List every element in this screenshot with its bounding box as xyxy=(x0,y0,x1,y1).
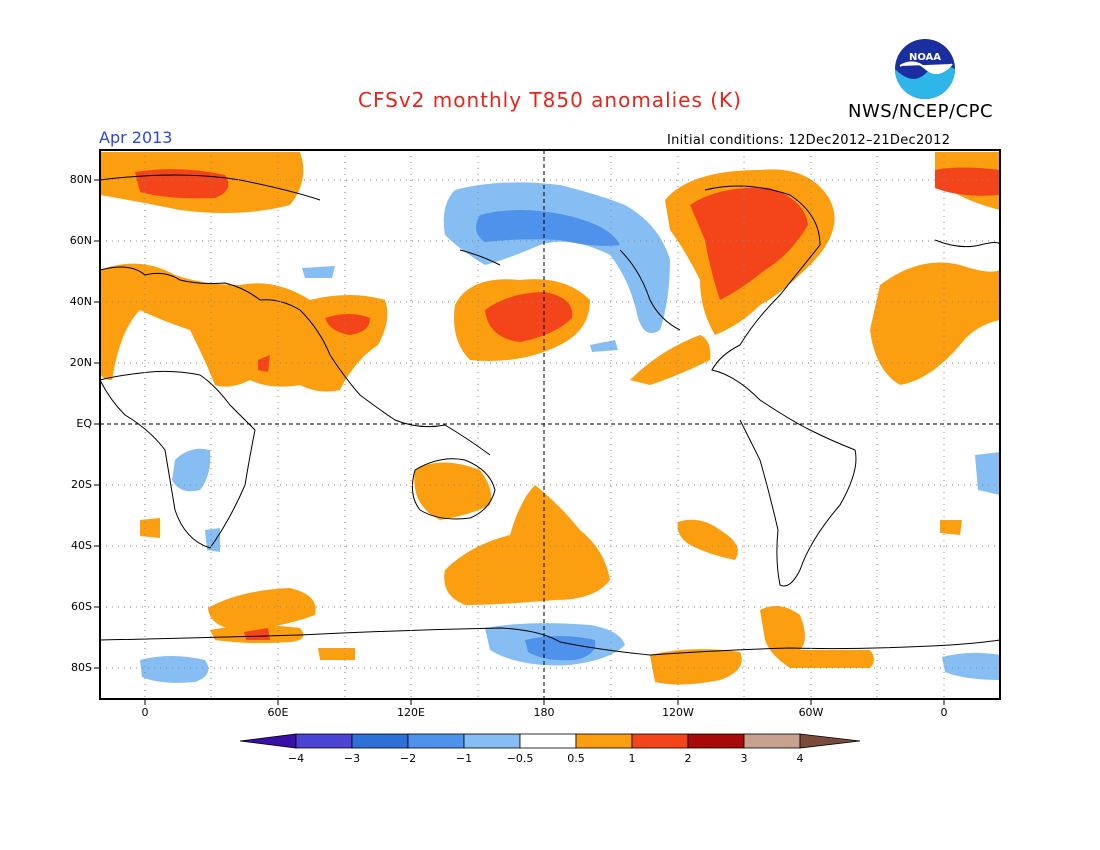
warm-anomaly-regions xyxy=(100,152,1000,685)
tick-marks xyxy=(94,179,945,705)
colorbar-cell-2 xyxy=(351,733,409,749)
colorbar-cell-gt-4 xyxy=(799,733,861,749)
agency-label: NWS/NCEP/CPC xyxy=(848,101,994,122)
lat-label: 40S xyxy=(71,539,92,552)
lat-label: 20S xyxy=(71,478,92,491)
forecast-period: Apr 2013 xyxy=(99,128,173,147)
equator-dateline xyxy=(100,150,1000,699)
strong-warm-regions xyxy=(135,167,1000,640)
colorbar-cell-3 xyxy=(407,733,465,749)
lon-label: 120E xyxy=(397,706,425,719)
colorbar-label: 4 xyxy=(796,752,804,765)
lon-label: 180 xyxy=(533,706,555,719)
lon-label: 120W xyxy=(662,706,694,719)
lon-label: 60E xyxy=(267,706,289,719)
colorbar-label: −1 xyxy=(455,752,473,765)
lat-label: 20N xyxy=(69,356,92,369)
lat-label: EQ xyxy=(76,417,92,430)
lat-label: 60S xyxy=(71,600,92,613)
colorbar xyxy=(239,733,861,749)
lat-label: 60N xyxy=(69,234,92,247)
colorbar-cell-9 xyxy=(743,733,801,749)
colorbar-label: −2 xyxy=(399,752,417,765)
map-field xyxy=(100,150,1000,699)
lon-label: 60W xyxy=(798,706,824,719)
graticule xyxy=(100,150,1000,699)
lat-label: 80N xyxy=(69,173,92,186)
colorbar-label: −0.5 xyxy=(506,752,534,765)
colorbar-cell-7 xyxy=(631,733,689,749)
colorbar-label: −4 xyxy=(287,752,305,765)
noaa-logo: NOAA xyxy=(894,38,956,104)
colorbar-cell-4 xyxy=(463,733,521,749)
colorbar-label: 3 xyxy=(740,752,748,765)
strong-cool-regions xyxy=(476,210,620,661)
lon-label: 0 xyxy=(141,706,149,719)
lat-label: 80S xyxy=(71,661,92,674)
svg-text:NOAA: NOAA xyxy=(909,52,941,63)
colorbar-cell-5 xyxy=(519,733,577,749)
colorbar-cell-6 xyxy=(575,733,633,749)
colorbar-cell-8 xyxy=(687,733,745,749)
colorbar-label: 2 xyxy=(684,752,692,765)
lat-label: 40N xyxy=(69,295,92,308)
colorbar-cell-lt-4 xyxy=(239,733,297,749)
colorbar-label: 0.5 xyxy=(567,752,585,765)
initial-conditions: Initial conditions: 12Dec2012–21Dec2012 xyxy=(667,133,951,148)
colorbar-label: 1 xyxy=(628,752,636,765)
chart-title: CFSv2 monthly T850 anomalies (K) xyxy=(358,88,742,112)
lon-label: 0 xyxy=(940,706,948,719)
colorbar-cell-1 xyxy=(295,733,353,749)
colorbar-label: −3 xyxy=(343,752,361,765)
